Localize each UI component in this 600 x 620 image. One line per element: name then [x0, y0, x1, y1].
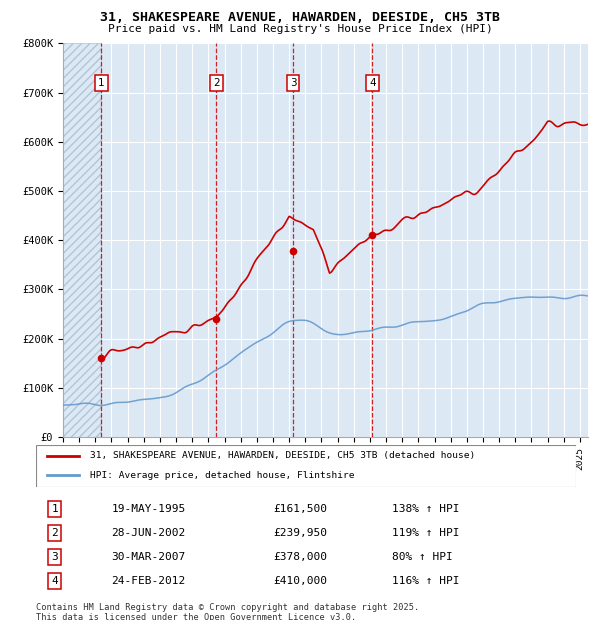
Text: £378,000: £378,000	[274, 552, 328, 562]
Text: 80% ↑ HPI: 80% ↑ HPI	[392, 552, 453, 562]
Text: 116% ↑ HPI: 116% ↑ HPI	[392, 576, 460, 586]
Text: 2: 2	[52, 528, 58, 538]
Text: 4: 4	[52, 576, 58, 586]
Text: 119% ↑ HPI: 119% ↑ HPI	[392, 528, 460, 538]
Text: 4: 4	[369, 78, 376, 88]
Polygon shape	[63, 43, 101, 437]
Text: 31, SHAKESPEARE AVENUE, HAWARDEN, DEESIDE, CH5 3TB (detached house): 31, SHAKESPEARE AVENUE, HAWARDEN, DEESID…	[90, 451, 475, 461]
Text: 3: 3	[52, 552, 58, 562]
Text: Contains HM Land Registry data © Crown copyright and database right 2025.
This d: Contains HM Land Registry data © Crown c…	[36, 603, 419, 620]
Text: 2: 2	[213, 78, 220, 88]
Text: 138% ↑ HPI: 138% ↑ HPI	[392, 504, 460, 515]
Text: £239,950: £239,950	[274, 528, 328, 538]
Text: £410,000: £410,000	[274, 576, 328, 586]
Text: 28-JUN-2002: 28-JUN-2002	[112, 528, 186, 538]
Text: 24-FEB-2012: 24-FEB-2012	[112, 576, 186, 586]
Text: £161,500: £161,500	[274, 504, 328, 515]
Text: 1: 1	[98, 78, 105, 88]
Text: 30-MAR-2007: 30-MAR-2007	[112, 552, 186, 562]
Text: 1: 1	[52, 504, 58, 515]
Text: 3: 3	[290, 78, 296, 88]
FancyBboxPatch shape	[36, 445, 576, 487]
Text: 31, SHAKESPEARE AVENUE, HAWARDEN, DEESIDE, CH5 3TB: 31, SHAKESPEARE AVENUE, HAWARDEN, DEESID…	[100, 11, 500, 24]
Text: HPI: Average price, detached house, Flintshire: HPI: Average price, detached house, Flin…	[90, 471, 355, 480]
Text: Price paid vs. HM Land Registry's House Price Index (HPI): Price paid vs. HM Land Registry's House …	[107, 24, 493, 33]
Text: 19-MAY-1995: 19-MAY-1995	[112, 504, 186, 515]
